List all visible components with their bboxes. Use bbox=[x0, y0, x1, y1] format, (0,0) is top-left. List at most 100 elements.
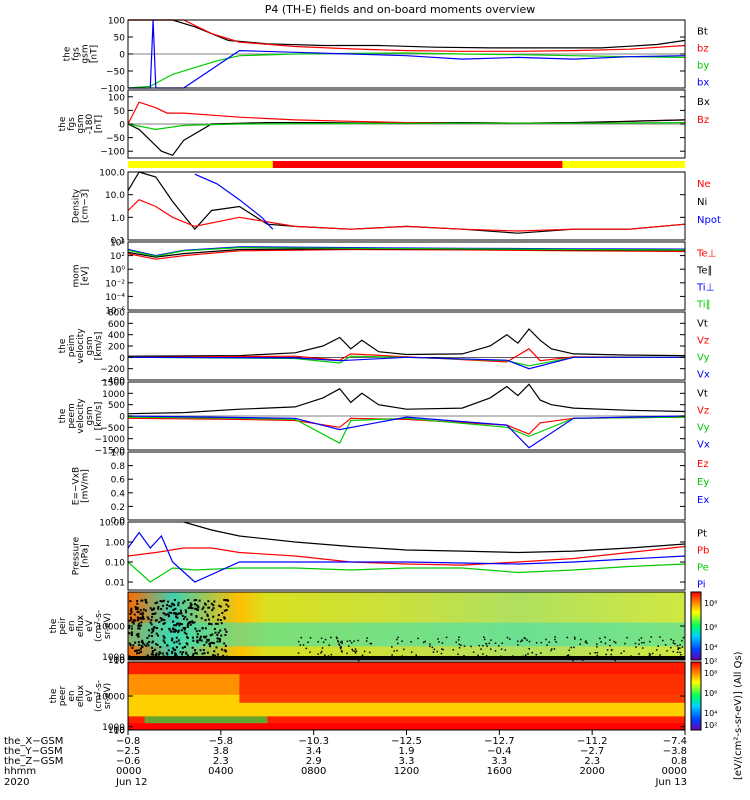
peir-speck bbox=[206, 613, 209, 616]
peir-speck bbox=[523, 637, 526, 639]
peir-speck bbox=[302, 644, 305, 646]
peir-speck bbox=[212, 615, 215, 618]
peir-speck bbox=[321, 647, 324, 649]
peir-speck bbox=[155, 632, 158, 635]
peir-speck bbox=[130, 618, 133, 621]
peir-speck bbox=[162, 612, 165, 615]
y-axis-label-line: peim bbox=[67, 335, 77, 358]
peir-speck bbox=[307, 641, 309, 644]
y-tick-label: 10.00 bbox=[99, 519, 125, 529]
y-tick-label: −200 bbox=[100, 365, 125, 375]
peir-speck bbox=[128, 626, 131, 629]
peir-speck bbox=[175, 653, 178, 656]
peir-speck bbox=[176, 616, 179, 619]
peir-speck bbox=[350, 641, 353, 644]
peir-speck bbox=[182, 617, 185, 620]
peir-speck bbox=[186, 618, 189, 621]
peir-speck bbox=[309, 637, 312, 639]
peir-speck bbox=[196, 636, 199, 639]
peir-speck bbox=[144, 598, 147, 601]
y-tick-label: 100 bbox=[108, 656, 125, 666]
peir-speck bbox=[328, 644, 330, 646]
peir-speck bbox=[169, 630, 172, 633]
peir-speck bbox=[204, 636, 207, 639]
legend-te∥: Te∥ bbox=[696, 266, 713, 277]
y-tick-label: 0 bbox=[119, 354, 125, 364]
legend-vt: Vt bbox=[697, 319, 708, 330]
y-axis-label-line: E=−VxB bbox=[72, 467, 82, 505]
peir-speck bbox=[596, 645, 598, 648]
peir-speck bbox=[142, 615, 145, 618]
peir-speck bbox=[517, 644, 519, 646]
peir-speck bbox=[140, 624, 143, 627]
peir-speck bbox=[178, 642, 181, 645]
peir-speck bbox=[137, 643, 140, 646]
x-tick-label: 0400 bbox=[208, 766, 233, 777]
peir-speck bbox=[217, 618, 220, 621]
peir-speck bbox=[179, 609, 182, 612]
peir-speck bbox=[648, 652, 651, 655]
legend-vz: Vz bbox=[697, 406, 709, 417]
peir-speck bbox=[178, 624, 181, 627]
peir-speck bbox=[206, 651, 209, 654]
y-tick-label: 0.6 bbox=[111, 476, 126, 486]
peir-speck bbox=[141, 613, 144, 616]
peir-speck bbox=[172, 620, 175, 623]
peir-speck bbox=[463, 645, 466, 647]
peir-speck bbox=[128, 642, 131, 645]
peir-speck bbox=[213, 650, 216, 653]
peir-speck bbox=[324, 638, 327, 641]
peir-speck bbox=[171, 602, 174, 605]
peir-speck bbox=[194, 651, 197, 654]
y-axis-label-line: the bbox=[63, 46, 73, 61]
peir-speck bbox=[166, 613, 169, 616]
peir-speck bbox=[659, 636, 661, 638]
peir-speck bbox=[195, 608, 198, 611]
peir-speck bbox=[445, 636, 448, 639]
peir-speck bbox=[223, 609, 226, 612]
peir-speck bbox=[216, 640, 219, 643]
y-tick-label: −1500 bbox=[95, 447, 126, 457]
peir-speck bbox=[177, 629, 180, 632]
x-tick-label: 0.8 bbox=[671, 756, 687, 767]
peir-speck bbox=[554, 638, 556, 641]
peir-speck bbox=[480, 648, 482, 650]
peir-speck bbox=[205, 641, 208, 644]
peir-speck bbox=[140, 621, 143, 624]
peir-speck bbox=[452, 649, 455, 651]
y-axis-label-line: velocity bbox=[76, 398, 86, 434]
peir-speck bbox=[483, 636, 485, 638]
peir-speck bbox=[157, 607, 160, 610]
series-line-vx bbox=[127, 415, 686, 449]
peir-speck bbox=[573, 646, 575, 649]
panel-fgs: −100 −50 0 50 100 the fgs gsm [nT] Bt bz by bx bbox=[63, 17, 710, 95]
peir-speck bbox=[148, 629, 151, 632]
peir-speck bbox=[666, 650, 668, 652]
peir-speck bbox=[135, 649, 138, 652]
x-tick-label: 1600 bbox=[487, 766, 512, 777]
peir-speck bbox=[168, 627, 171, 630]
legend-ti∥: Ti∥ bbox=[696, 300, 711, 311]
peir-speck bbox=[172, 603, 175, 606]
peir-speck bbox=[203, 644, 206, 647]
y-tick-label: 0.2 bbox=[111, 503, 125, 513]
peir-speck bbox=[221, 612, 224, 615]
peir-speck bbox=[198, 638, 201, 641]
peir-speck bbox=[354, 650, 356, 653]
peir-speck bbox=[422, 641, 425, 644]
peir-speck bbox=[131, 646, 134, 649]
peir-speck bbox=[224, 634, 227, 637]
peer-bottom-band bbox=[128, 723, 685, 730]
peir-speck bbox=[337, 639, 339, 642]
peer-green-patch bbox=[144, 716, 268, 725]
peir-speck bbox=[154, 612, 157, 615]
peir-speck bbox=[353, 640, 355, 642]
colorbar-tick-label: 10⁸ bbox=[704, 669, 717, 678]
peir-speck bbox=[151, 651, 154, 654]
peir-speck bbox=[609, 644, 611, 647]
colorbar-ticks: 10⁸ 10⁶ 10⁴ 10² 10⁸ 10⁶ 10⁴ 10² bbox=[704, 599, 717, 730]
y-tick-label: 100.0 bbox=[99, 169, 125, 179]
peir-speck bbox=[219, 605, 222, 608]
peir-speck bbox=[131, 621, 134, 624]
